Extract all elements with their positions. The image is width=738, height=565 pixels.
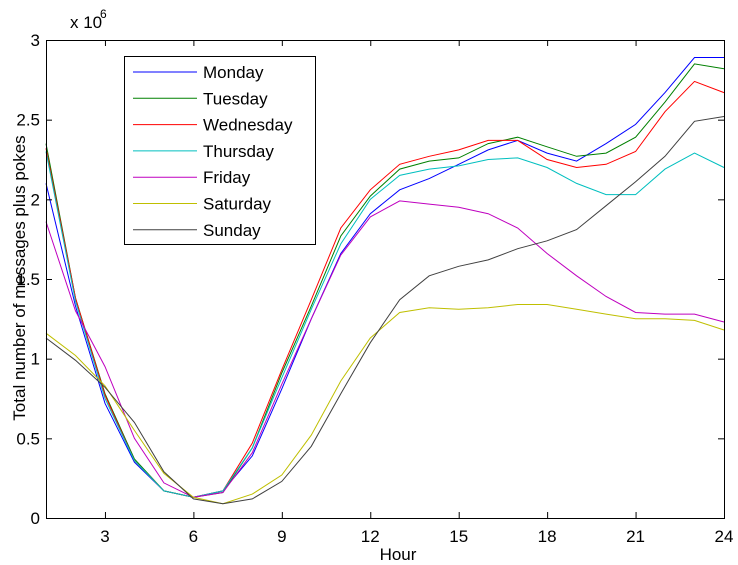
- x-tick-label: 18: [538, 527, 557, 546]
- y-tick-labels: 0 0.5 1 1.5 2 2.5 3: [16, 31, 40, 528]
- legend-label-saturday: Saturday: [203, 195, 272, 214]
- y-multiplier-exponent: 6: [100, 7, 107, 21]
- legend-label-monday: Monday: [203, 63, 264, 82]
- x-tick-label: 3: [100, 527, 109, 546]
- legend-items: Monday Tuesday Wednesday Thursday Friday Satu…: [133, 63, 293, 240]
- legend-label-sunday: Sunday: [203, 221, 261, 240]
- y-tick-label: 1: [31, 350, 40, 369]
- series-layer: [45, 57, 725, 505]
- series-line-sunday: [45, 116, 725, 505]
- x-tick-label: 6: [189, 527, 198, 546]
- x-tick-label: 12: [361, 527, 380, 546]
- x-tick-label: 15: [449, 527, 468, 546]
- y-tick-label: 0: [31, 509, 40, 528]
- y-multiplier-base: x 10: [70, 13, 102, 32]
- ticks-layer: [46, 40, 725, 519]
- legend-label-wednesday: Wednesday: [203, 116, 293, 135]
- y-tick-label: 3: [31, 31, 40, 50]
- legend-label-thursday: Thursday: [203, 142, 274, 161]
- x-tick-label: 9: [277, 527, 286, 546]
- series-line-thursday: [45, 151, 725, 498]
- series-line-saturday: [45, 304, 725, 505]
- legend: Monday Tuesday Wednesday Thursday Friday Satu…: [124, 56, 316, 245]
- legend-label-tuesday: Tuesday: [203, 89, 268, 108]
- series-line-friday: [45, 200, 725, 498]
- x-axis-label: Hour: [380, 545, 417, 564]
- legend-label-friday: Friday: [203, 168, 251, 187]
- x-tick-labels: 3 6 9 12 15 18 21 24: [100, 527, 733, 546]
- x-tick-label: 21: [626, 527, 645, 546]
- y-tick-label: 0.5: [16, 429, 40, 448]
- x-tick-label: 24: [715, 527, 734, 546]
- y-tick-label: 2.5: [16, 111, 40, 130]
- y-tick-label: 2: [31, 190, 40, 209]
- y-axis-label: Total number of messages plus pokes: [10, 135, 29, 420]
- y-tick-label: 1.5: [16, 270, 40, 289]
